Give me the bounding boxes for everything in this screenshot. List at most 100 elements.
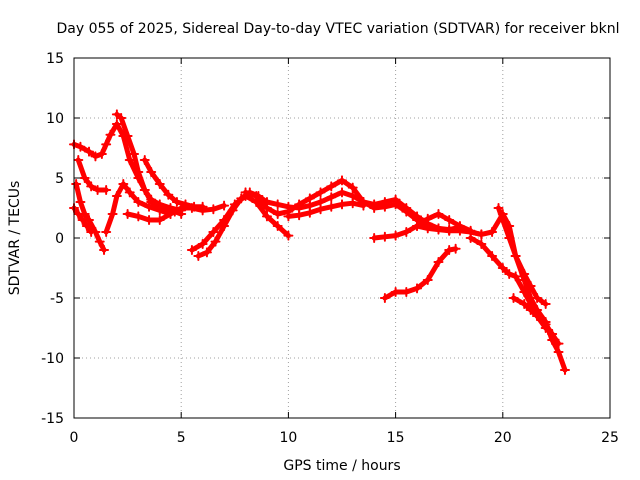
y-tick-label: 0 [55, 231, 64, 247]
data-point [176, 209, 187, 219]
data-point [401, 206, 412, 217]
data-point [433, 257, 444, 267]
y-tick-label: -15 [41, 411, 64, 427]
data-point [154, 215, 165, 225]
data-point [94, 236, 105, 247]
data-point [133, 211, 144, 222]
series-trace [189, 193, 291, 253]
data-point [208, 227, 219, 237]
data-point [144, 215, 155, 225]
series-trace [371, 211, 474, 241]
data-point [261, 203, 272, 213]
data-point [77, 215, 88, 225]
y-axis-label: SDTVAR / TECUs [7, 181, 23, 296]
data-point [379, 231, 390, 242]
data-point [101, 185, 112, 195]
data-point [71, 179, 82, 189]
data-point [75, 141, 86, 152]
x-tick-label: 5 [177, 430, 186, 446]
data-point [171, 197, 182, 207]
data-point [433, 209, 444, 219]
data-point [73, 209, 84, 219]
data-point [294, 199, 305, 210]
data-point [304, 193, 315, 204]
data-point [133, 197, 144, 207]
y-tick-label: -10 [41, 351, 64, 367]
data-point [476, 229, 487, 240]
data-series-arc-7 [139, 155, 208, 212]
data-point [240, 187, 251, 198]
data-point [210, 236, 221, 247]
data-point [133, 167, 144, 177]
data-series-arc-2 [71, 179, 110, 255]
data-point [163, 189, 174, 200]
data-series-arc-5 [101, 179, 230, 237]
data-point [272, 199, 283, 210]
data-point [272, 209, 283, 219]
x-tick-label: 10 [279, 430, 297, 446]
data-point [487, 227, 498, 237]
data-point [510, 271, 521, 282]
data-point [525, 305, 536, 315]
data-point [197, 201, 208, 212]
data-point [124, 187, 135, 198]
data-point [86, 227, 97, 237]
data-point [337, 187, 347, 198]
data-point [412, 221, 423, 231]
data-point [476, 239, 487, 249]
series-trace [414, 211, 568, 373]
data-point [315, 187, 326, 198]
data-point [189, 201, 200, 212]
data-series-arc-17 [493, 203, 551, 309]
data-point [294, 210, 305, 221]
data-point [283, 211, 294, 222]
data-series-arc-12 [283, 198, 369, 222]
data-point [118, 179, 129, 189]
x-tick-label: 20 [494, 430, 512, 446]
y-tick-label: 15 [46, 51, 64, 67]
data-point [304, 207, 315, 218]
data-series-arc-8 [122, 209, 176, 225]
data-point [326, 192, 337, 203]
data-point [96, 149, 107, 159]
data-point [154, 179, 165, 189]
data-point [337, 175, 347, 186]
data-point [107, 209, 118, 219]
data-point [454, 225, 465, 236]
data-point [154, 203, 165, 213]
data-point [272, 221, 283, 231]
data-point [444, 245, 455, 255]
data-point [358, 200, 369, 211]
data-point [122, 131, 133, 141]
data-point [553, 347, 564, 357]
data-point [197, 239, 208, 249]
data-point [504, 269, 515, 279]
data-point [165, 209, 176, 219]
data-point [444, 225, 455, 236]
data-point [186, 245, 197, 255]
data-point [559, 365, 570, 375]
data-point [379, 293, 390, 303]
data-point [412, 283, 423, 294]
data-point [504, 233, 515, 243]
data-point [519, 287, 530, 297]
data-series-arc-10 [186, 191, 294, 255]
data-point [525, 281, 536, 291]
data-point [422, 275, 433, 285]
grid-layer [74, 58, 610, 418]
data-point [519, 299, 530, 309]
data-point [105, 129, 116, 140]
data-point [111, 191, 122, 201]
data-point [229, 199, 240, 210]
y-tick-label: 5 [55, 171, 64, 187]
data-point [379, 201, 390, 212]
data-point [369, 233, 380, 243]
data-layer [69, 109, 570, 375]
data-point [532, 293, 543, 303]
data-point [111, 119, 122, 129]
tick-layer: 0 5 10 15 20 25 -15 -10 -5 0 5 10 15 [41, 51, 619, 446]
data-point [315, 204, 326, 215]
data-point [547, 329, 558, 339]
data-point [124, 155, 135, 165]
data-point [390, 287, 401, 297]
